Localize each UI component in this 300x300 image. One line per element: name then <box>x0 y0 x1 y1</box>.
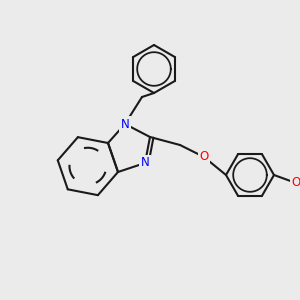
Text: N: N <box>121 118 129 130</box>
Text: N: N <box>141 157 149 169</box>
Text: O: O <box>291 176 300 190</box>
Text: O: O <box>200 151 208 164</box>
